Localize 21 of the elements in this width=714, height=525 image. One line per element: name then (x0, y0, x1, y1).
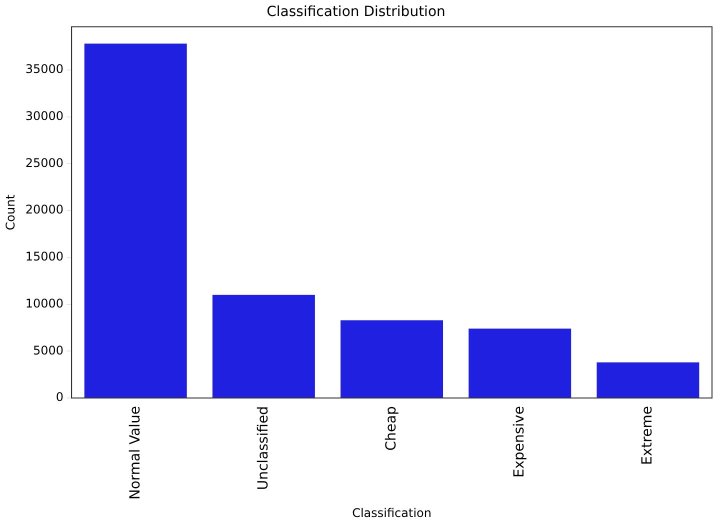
x-axis-title: Classification (352, 506, 432, 520)
bar (596, 362, 700, 398)
x-tick-label: Expensive (512, 406, 528, 478)
x-tick-label: Cheap (383, 406, 400, 451)
y-tick-label: 5000 (33, 343, 64, 358)
bar (212, 294, 315, 398)
x-tick-label: Extreme (640, 406, 656, 465)
chart-title: Classification Distribution (266, 4, 446, 20)
y-axis-title: Count (3, 194, 18, 230)
y-tick-label: 20000 (25, 202, 64, 217)
y-tick-label: 25000 (25, 156, 64, 170)
bar (468, 328, 572, 398)
y-tick-label: 30000 (25, 108, 64, 123)
bar (84, 44, 187, 398)
y-tick-label: 15000 (25, 250, 64, 264)
y-tick-label: 0 (56, 390, 64, 404)
x-tick-label: Unclassified (255, 406, 272, 490)
x-tick-label: Normal Value (127, 406, 144, 500)
y-tick-label: 10000 (25, 296, 64, 310)
y-tick-label: 35000 (25, 62, 64, 76)
bar (340, 320, 444, 398)
